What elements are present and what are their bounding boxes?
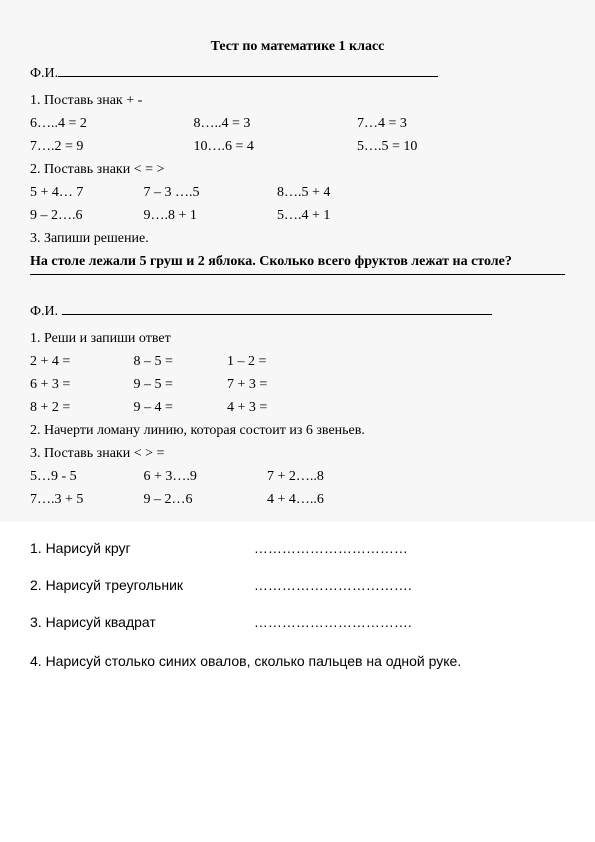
name-underline-2 bbox=[62, 301, 492, 315]
draw-row-1: 1. Нарисуй круг …………………………… bbox=[30, 538, 565, 559]
p2r3a: 8 + 2 = bbox=[30, 397, 130, 418]
draw-row-3: 3. Нарисуй квадрат ……………………………. bbox=[30, 612, 565, 633]
t1r2b: 10….6 = 4 bbox=[194, 136, 354, 157]
name-field-1: Ф.И. bbox=[30, 63, 565, 84]
page-title: Тест по математике 1 класс bbox=[30, 36, 565, 57]
t1r2a: 7….2 = 9 bbox=[30, 136, 190, 157]
name-label: Ф.И. bbox=[30, 66, 58, 81]
p2r4a: 5…9 - 5 bbox=[30, 466, 140, 487]
draw-row-2: 2. Нарисуй треугольник ……………………………. bbox=[30, 575, 565, 596]
p2-row3: 8 + 2 = 9 – 4 = 4 + 3 = bbox=[30, 397, 565, 418]
t2r2b: 9….8 + 1 bbox=[144, 205, 274, 226]
task2-row2: 9 – 2….6 9….8 + 1 5….4 + 1 bbox=[30, 205, 565, 226]
p2r5a: 7….3 + 5 bbox=[30, 489, 140, 510]
p2-row5: 7….3 + 5 9 – 2…6 4 + 4…..6 bbox=[30, 489, 565, 510]
task2-row1: 5 + 4… 7 7 – 3 ….5 8….5 + 4 bbox=[30, 182, 565, 203]
draw-label-3: 3. Нарисуй квадрат bbox=[30, 612, 250, 633]
p2r1c: 1 – 2 = bbox=[227, 351, 266, 372]
p2-heading1: 1. Реши и запиши ответ bbox=[30, 328, 565, 349]
t2r2a: 9 – 2….6 bbox=[30, 205, 140, 226]
draw-row-4: 4. Нарисуй столько синих овалов, сколько… bbox=[30, 649, 565, 674]
t1r1c: 7…4 = 3 bbox=[357, 113, 407, 134]
p2r3b: 9 – 4 = bbox=[134, 397, 224, 418]
bottom-section: 1. Нарисуй круг …………………………… 2. Нарисуй т… bbox=[0, 538, 595, 674]
p2r1a: 2 + 4 = bbox=[30, 351, 130, 372]
draw-dots-3: ……………………………. bbox=[254, 614, 412, 630]
name-field-2: Ф.И. bbox=[30, 301, 565, 322]
p2r2a: 6 + 3 = bbox=[30, 374, 130, 395]
p2-heading2: 2. Начерти ломану линию, которая состоит… bbox=[30, 420, 565, 441]
draw-label-2: 2. Нарисуй треугольник bbox=[30, 575, 250, 596]
t1r2c: 5….5 = 10 bbox=[357, 136, 417, 157]
task3-problem: На столе лежали 5 груш и 2 яблока. Сколь… bbox=[30, 251, 565, 272]
name-underline bbox=[58, 63, 438, 77]
answer-line bbox=[30, 274, 565, 275]
p2-row1: 2 + 4 = 8 – 5 = 1 – 2 = bbox=[30, 351, 565, 372]
t1r1b: 8…..4 = 3 bbox=[194, 113, 354, 134]
top-section: Тест по математике 1 класс Ф.И. 1. Поста… bbox=[0, 0, 595, 522]
p2r4c: 7 + 2…..8 bbox=[267, 466, 324, 487]
draw-dots-2: ……………………………. bbox=[254, 577, 412, 593]
p2r1b: 8 – 5 = bbox=[134, 351, 224, 372]
task3-heading: 3. Запиши решение. bbox=[30, 228, 565, 249]
p2r3c: 4 + 3 = bbox=[227, 397, 267, 418]
t2r1c: 8….5 + 4 bbox=[277, 182, 330, 203]
t1r1a: 6…..4 = 2 bbox=[30, 113, 190, 134]
p2-row4: 5…9 - 5 6 + 3….9 7 + 2…..8 bbox=[30, 466, 565, 487]
p2-row2: 6 + 3 = 9 – 5 = 7 + 3 = bbox=[30, 374, 565, 395]
p2-heading3: 3. Поставь знаки < > = bbox=[30, 443, 565, 464]
p2r2b: 9 – 5 = bbox=[134, 374, 224, 395]
p2r2c: 7 + 3 = bbox=[227, 374, 267, 395]
draw-label-1: 1. Нарисуй круг bbox=[30, 538, 250, 559]
p2r5b: 9 – 2…6 bbox=[144, 489, 264, 510]
draw-dots-1: …………………………… bbox=[254, 540, 408, 556]
task1-row2: 7….2 = 9 10….6 = 4 5….5 = 10 bbox=[30, 136, 565, 157]
t2r2c: 5….4 + 1 bbox=[277, 205, 330, 226]
t2r1a: 5 + 4… 7 bbox=[30, 182, 140, 203]
p2r4b: 6 + 3….9 bbox=[144, 466, 264, 487]
t2r1b: 7 – 3 ….5 bbox=[144, 182, 274, 203]
p2r5c: 4 + 4…..6 bbox=[267, 489, 324, 510]
task1-row1: 6…..4 = 2 8…..4 = 3 7…4 = 3 bbox=[30, 113, 565, 134]
task2-heading: 2. Поставь знаки < = > bbox=[30, 159, 565, 180]
name-label-2: Ф.И. bbox=[30, 304, 58, 319]
task1-heading: 1. Поставь знак + - bbox=[30, 90, 565, 111]
